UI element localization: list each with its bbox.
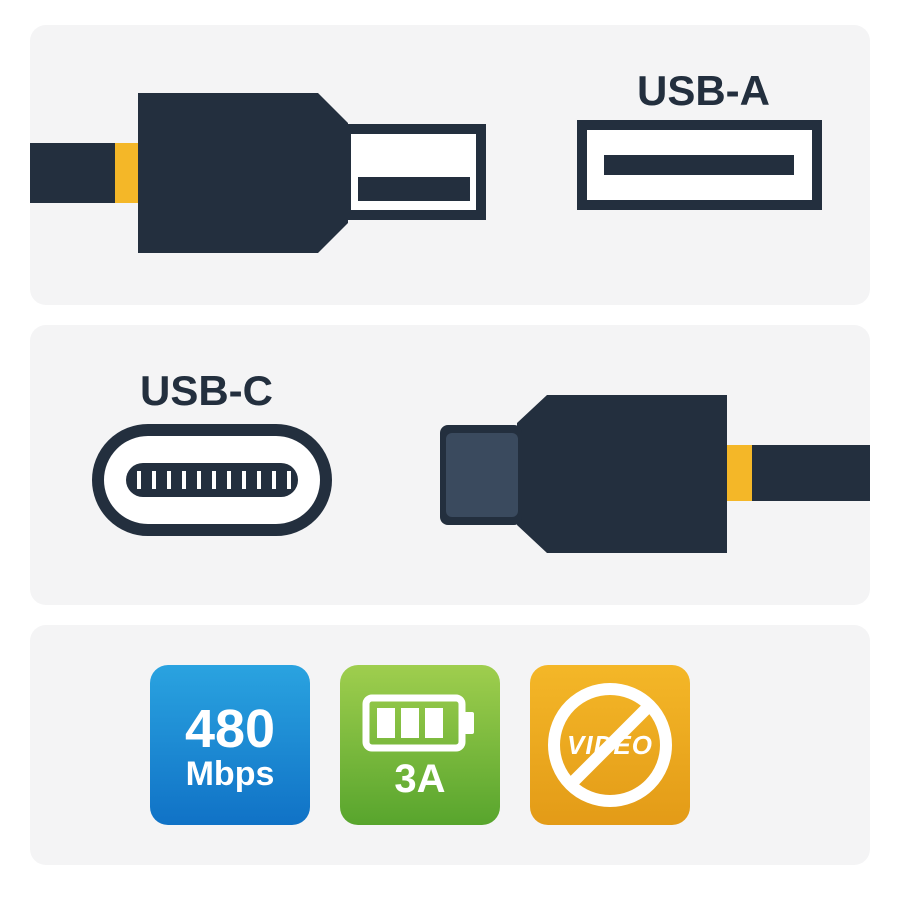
power-badge: 3A (340, 665, 500, 825)
usb-c-panel: USB-C (30, 325, 870, 605)
novideo-badge: VIDEO (530, 665, 690, 825)
speed-unit: Mbps (186, 756, 275, 793)
usb-a-label: USB-A (637, 67, 770, 115)
novideo-label: VIDEO (567, 730, 653, 761)
speed-badge: 480 Mbps (150, 665, 310, 825)
usb-a-panel: USB-A (30, 25, 870, 305)
specs-panel: 480 Mbps 3A VIDEO (30, 625, 870, 865)
speed-value: 480 (185, 702, 275, 756)
usb-c-label: USB-C (140, 367, 273, 415)
power-value: 3A (394, 759, 445, 799)
battery-icon (360, 691, 480, 755)
